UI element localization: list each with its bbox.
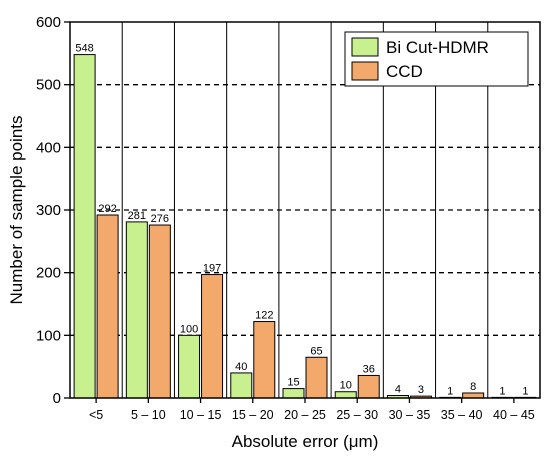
data-label-bi-cut-hdmr-40-45: 1 <box>499 385 505 397</box>
data-label-ccd-10-15: 197 <box>203 263 221 275</box>
data-label-bi-cut-hdmr-15-20: 40 <box>235 361 247 373</box>
y-tick-label-0: 0 <box>53 390 61 407</box>
legend-swatch-bi-cut-hdmr <box>351 37 379 57</box>
x-axis-ticks: <5 5 – 10 10 – 15 15 – 20 20 – 25 25 – 30 30 –… <box>89 398 535 422</box>
data-label-ccd-5: 292 <box>98 203 116 215</box>
bar-ccd-5-10 <box>148 224 171 399</box>
data-label-bi-cut-hdmr-30-35: 4 <box>395 383 401 395</box>
data-label-ccd-5-10: 276 <box>151 213 169 225</box>
data-label-ccd-40-45: 1 <box>522 385 528 397</box>
y-axis-ticks: 0 100 200 300 400 500 600 <box>36 14 70 407</box>
bar-bi-cut-hdmr-5-10 <box>125 221 148 399</box>
bar-ccd-5 <box>96 214 119 399</box>
data-label-bi-cut-hdmr-5-10: 281 <box>128 210 146 222</box>
bars <box>73 54 537 399</box>
x-tick-label-25-30: 25 – 30 <box>336 408 378 422</box>
y-tick-label-100: 100 <box>36 327 61 344</box>
data-label-bi-cut-hdmr-5: 548 <box>75 43 93 55</box>
legend-label-bi-cut-hdmr: Bi Cut-HDMR <box>386 38 489 57</box>
data-label-ccd-25-30: 36 <box>363 363 375 375</box>
data-label-bi-cut-hdmr-20-25: 15 <box>287 377 299 389</box>
x-tick-label-15-20: 15 – 20 <box>232 408 274 422</box>
y-axis-label: Number of sample points <box>7 116 26 305</box>
x-tick-label-30-35: 30 – 35 <box>389 408 431 422</box>
x-tick-label-40-45: 40 – 45 <box>493 408 535 422</box>
data-label-ccd-30-35: 3 <box>418 384 424 396</box>
data-label-bi-cut-hdmr-10-15: 100 <box>180 323 198 335</box>
bar-bi-cut-hdmr-10-15 <box>178 334 201 399</box>
x-tick-label-10-15: 10 – 15 <box>180 408 222 422</box>
x-tick-label-35-40: 35 – 40 <box>441 408 483 422</box>
data-label-ccd-15-20: 122 <box>255 310 273 322</box>
y-tick-label-200: 200 <box>36 265 61 282</box>
data-label-ccd-20-25: 65 <box>310 345 322 357</box>
y-tick-label-400: 400 <box>36 139 61 156</box>
legend-label-ccd: CCD <box>386 62 423 81</box>
bar-bi-cut-hdmr-15-20 <box>230 372 253 399</box>
bar-ccd-35-40 <box>462 392 485 399</box>
data-label-ccd-35-40: 8 <box>470 381 476 393</box>
bar-ccd-25-30 <box>357 374 380 399</box>
x-axis-label: Absolute error (μm) <box>232 432 379 451</box>
bar-bi-cut-hdmr-25-30 <box>334 391 357 399</box>
bar-ccd-20-25 <box>305 356 328 399</box>
legend: Bi Cut-HDMR CCD <box>344 31 529 87</box>
data-labels: 548 281 100 40 15 10 4 1 1 292 276 197 122 65 36 3 8 1 <box>75 43 528 398</box>
data-label-bi-cut-hdmr-25-30: 10 <box>340 380 352 392</box>
y-tick-label-500: 500 <box>36 77 61 94</box>
y-tick-label-300: 300 <box>36 202 61 219</box>
legend-swatch-ccd <box>351 61 379 81</box>
x-tick-label-5: <5 <box>89 408 103 422</box>
data-label-bi-cut-hdmr-35-40: 1 <box>447 385 453 397</box>
x-tick-label-20-25: 20 – 25 <box>284 408 326 422</box>
x-tick-label-5-10: 5 – 10 <box>131 408 166 422</box>
bar-bi-cut-hdmr-20-25 <box>282 388 305 399</box>
bar-bi-cut-hdmr-5 <box>73 54 96 399</box>
y-tick-label-600: 600 <box>36 14 61 31</box>
bar-ccd-10-15 <box>201 274 224 399</box>
bar-ccd-15-20 <box>253 321 276 399</box>
